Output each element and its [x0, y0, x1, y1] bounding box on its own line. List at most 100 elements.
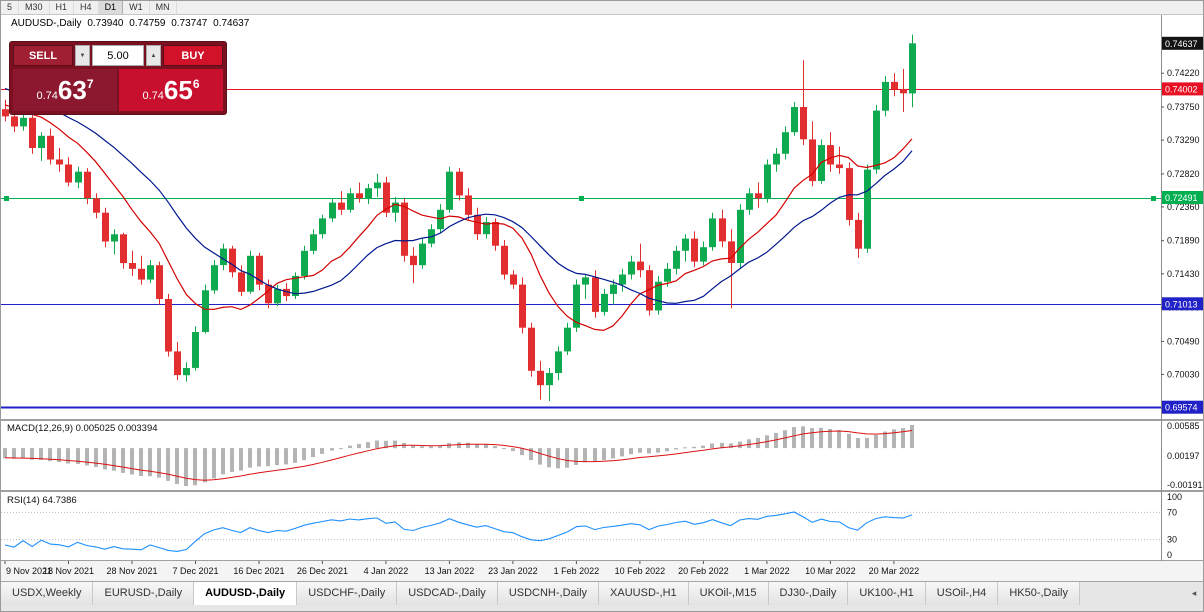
svg-text:13 Jan 2022: 13 Jan 2022 [425, 566, 475, 576]
trade-panel-controls: SELL ▼ ▲ BUY [13, 45, 223, 66]
svg-text:28 Nov 2021: 28 Nov 2021 [106, 566, 157, 576]
panel-separator [1, 560, 1203, 561]
volume-decrease-button[interactable]: ▼ [75, 45, 90, 66]
timeframe-button-w1[interactable]: W1 [123, 1, 150, 14]
sell-price-pip: 7 [86, 77, 94, 91]
price-badge-0.72491 [1162, 191, 1203, 204]
chart-tab-usdcnhdaily[interactable]: USDCNH-,Daily [497, 582, 600, 605]
chart-tab-hk50daily[interactable]: HK50-,Daily [998, 582, 1080, 605]
svg-text:MACD(12,26,9) 0.005025 0.00339: MACD(12,26,9) 0.005025 0.003394 [7, 423, 158, 434]
svg-text:10 Mar 2022: 10 Mar 2022 [805, 566, 856, 576]
price-badge-0.74002 [1162, 82, 1203, 96]
rsi-line [4, 511, 913, 552]
svg-text:100: 100 [1167, 492, 1182, 502]
rsi-panel: RSI(14) 64.7386 [1, 495, 1161, 552]
volume-input[interactable] [92, 45, 144, 66]
svg-text:-0.00191: -0.00191 [1167, 480, 1203, 490]
svg-text:0.73290: 0.73290 [1167, 135, 1200, 145]
svg-text:30: 30 [1167, 535, 1177, 545]
symbol-name: AUDUSD-,Daily [11, 18, 82, 29]
svg-text:0.71430: 0.71430 [1167, 269, 1200, 279]
chart-tab-eurusddaily[interactable]: EURUSD-,Daily [93, 582, 195, 605]
buy-button[interactable]: BUY [163, 45, 223, 66]
svg-text:4 Jan 2022: 4 Jan 2022 [364, 566, 409, 576]
buy-price-big: 65 [163, 75, 193, 105]
ohlc-open: 0.73940 [87, 18, 124, 29]
svg-text:18 Nov 2021: 18 Nov 2021 [43, 566, 94, 576]
chart-tab-bar: USDX,Weekly EURUSD-,Daily AUDUSD-,Daily USD… [1, 581, 1203, 611]
ohlc-high: 0.74759 [129, 18, 166, 29]
line-handle[interactable] [1151, 196, 1156, 201]
timeframe-button-5[interactable]: 5 [1, 1, 20, 14]
svg-text:0.74637: 0.74637 [1165, 39, 1198, 49]
chart-tab-dj30daily[interactable]: DJ30-,Daily [768, 582, 849, 605]
svg-text:0.71890: 0.71890 [1167, 236, 1200, 246]
chart-tab-xauusdh1[interactable]: XAUUSD-,H1 [599, 582, 689, 605]
chart-tab-uk100h1[interactable]: UK100-,H1 [848, 582, 926, 605]
symbol-ohlc-label: AUDUSD-,Daily 0.73940 0.74759 0.73747 0.… [11, 18, 252, 29]
chart-tab-usdchfdaily[interactable]: USDCHF-,Daily [297, 582, 398, 605]
date-strip-background [1, 561, 1203, 581]
price-axis: 0.74220 0.73750 0.73290 0.72820 0.72360 0.718… [1161, 15, 1203, 561]
panel-separator[interactable] [1, 419, 1204, 421]
chart-tab-usdcaddaily[interactable]: USDCAD-,Daily [397, 582, 498, 605]
svg-text:0.74002: 0.74002 [1165, 84, 1198, 94]
svg-text:0.72491: 0.72491 [1165, 193, 1198, 203]
svg-text:23 Jan 2022: 23 Jan 2022 [488, 566, 538, 576]
price-badge-0.69574 [1162, 400, 1203, 414]
svg-text:0.69574: 0.69574 [1165, 403, 1198, 413]
ma-fast-line [4, 104, 913, 332]
timeframe-button-d1[interactable]: D1 [98, 1, 124, 14]
svg-text:26 Dec 2021: 26 Dec 2021 [297, 566, 348, 576]
svg-text:0.00197: 0.00197 [1167, 451, 1200, 461]
svg-text:16 Dec 2021: 16 Dec 2021 [233, 566, 284, 576]
volume-increase-button[interactable]: ▲ [146, 45, 161, 66]
svg-text:7 Dec 2021: 7 Dec 2021 [172, 566, 218, 576]
chart-tab-ukoilm15[interactable]: UKOil-,M15 [688, 582, 769, 605]
svg-text:10 Feb 2022: 10 Feb 2022 [615, 566, 666, 576]
moving-averages [4, 87, 913, 332]
svg-text:0.70490: 0.70490 [1167, 336, 1200, 346]
sell-price-big: 63 [57, 75, 87, 105]
line-handle[interactable] [4, 196, 9, 201]
svg-text:0.70030: 0.70030 [1167, 369, 1200, 379]
line-handle[interactable] [579, 196, 584, 201]
chart-tab-audusddaily[interactable]: AUDUSD-,Daily [194, 582, 298, 605]
price-badge-0.74637 [1162, 36, 1203, 50]
svg-text:70: 70 [1167, 507, 1177, 517]
svg-text:0: 0 [1167, 550, 1172, 560]
buy-price-base: 0.74 [142, 90, 164, 102]
svg-text:RSI(14) 64.7386: RSI(14) 64.7386 [7, 495, 77, 506]
timeframe-button-h4[interactable]: H4 [74, 1, 99, 14]
trade-panel-prices: 0.74 63 7 0.74 65 6 [13, 69, 223, 111]
panel-separator[interactable] [1, 490, 1204, 492]
svg-text:0.72360: 0.72360 [1167, 202, 1200, 212]
svg-text:20 Feb 2022: 20 Feb 2022 [678, 566, 729, 576]
buy-price-pip: 6 [192, 77, 200, 91]
timeframe-button-mn[interactable]: MN [150, 1, 177, 14]
chart-tab-usdxweekly[interactable]: USDX,Weekly [1, 582, 94, 605]
macd-signal-line [4, 430, 913, 481]
price-badge-0.71013 [1162, 297, 1203, 311]
macd-panel: MACD(12,26,9) 0.005025 0.003394 [3, 423, 914, 486]
timeframe-button-h1[interactable]: H1 [50, 1, 75, 14]
svg-text:0.71013: 0.71013 [1165, 299, 1198, 309]
buy-price[interactable]: 0.74 65 6 [119, 69, 223, 111]
timeframe-toolbar: 5 M30 H1 H4 D1 W1 MN [1, 1, 1203, 15]
sell-price-base: 0.74 [36, 90, 58, 102]
sell-price[interactable]: 0.74 63 7 [13, 69, 117, 111]
timeframe-button-m30[interactable]: M30 [19, 1, 50, 14]
svg-text:0.73750: 0.73750 [1167, 102, 1200, 112]
ohlc-low: 0.73747 [171, 18, 208, 29]
svg-text:9 Nov 2021: 9 Nov 2021 [6, 566, 52, 576]
sell-button[interactable]: SELL [13, 45, 73, 66]
svg-text:1 Mar 2022: 1 Mar 2022 [744, 566, 790, 576]
ohlc-close: 0.74637 [213, 18, 250, 29]
chart-tab-usoilh4[interactable]: USOil-,H4 [925, 582, 999, 605]
ma-slow-line [4, 87, 913, 304]
tab-scroll-left-icon[interactable]: ◂ [1191, 588, 1197, 598]
